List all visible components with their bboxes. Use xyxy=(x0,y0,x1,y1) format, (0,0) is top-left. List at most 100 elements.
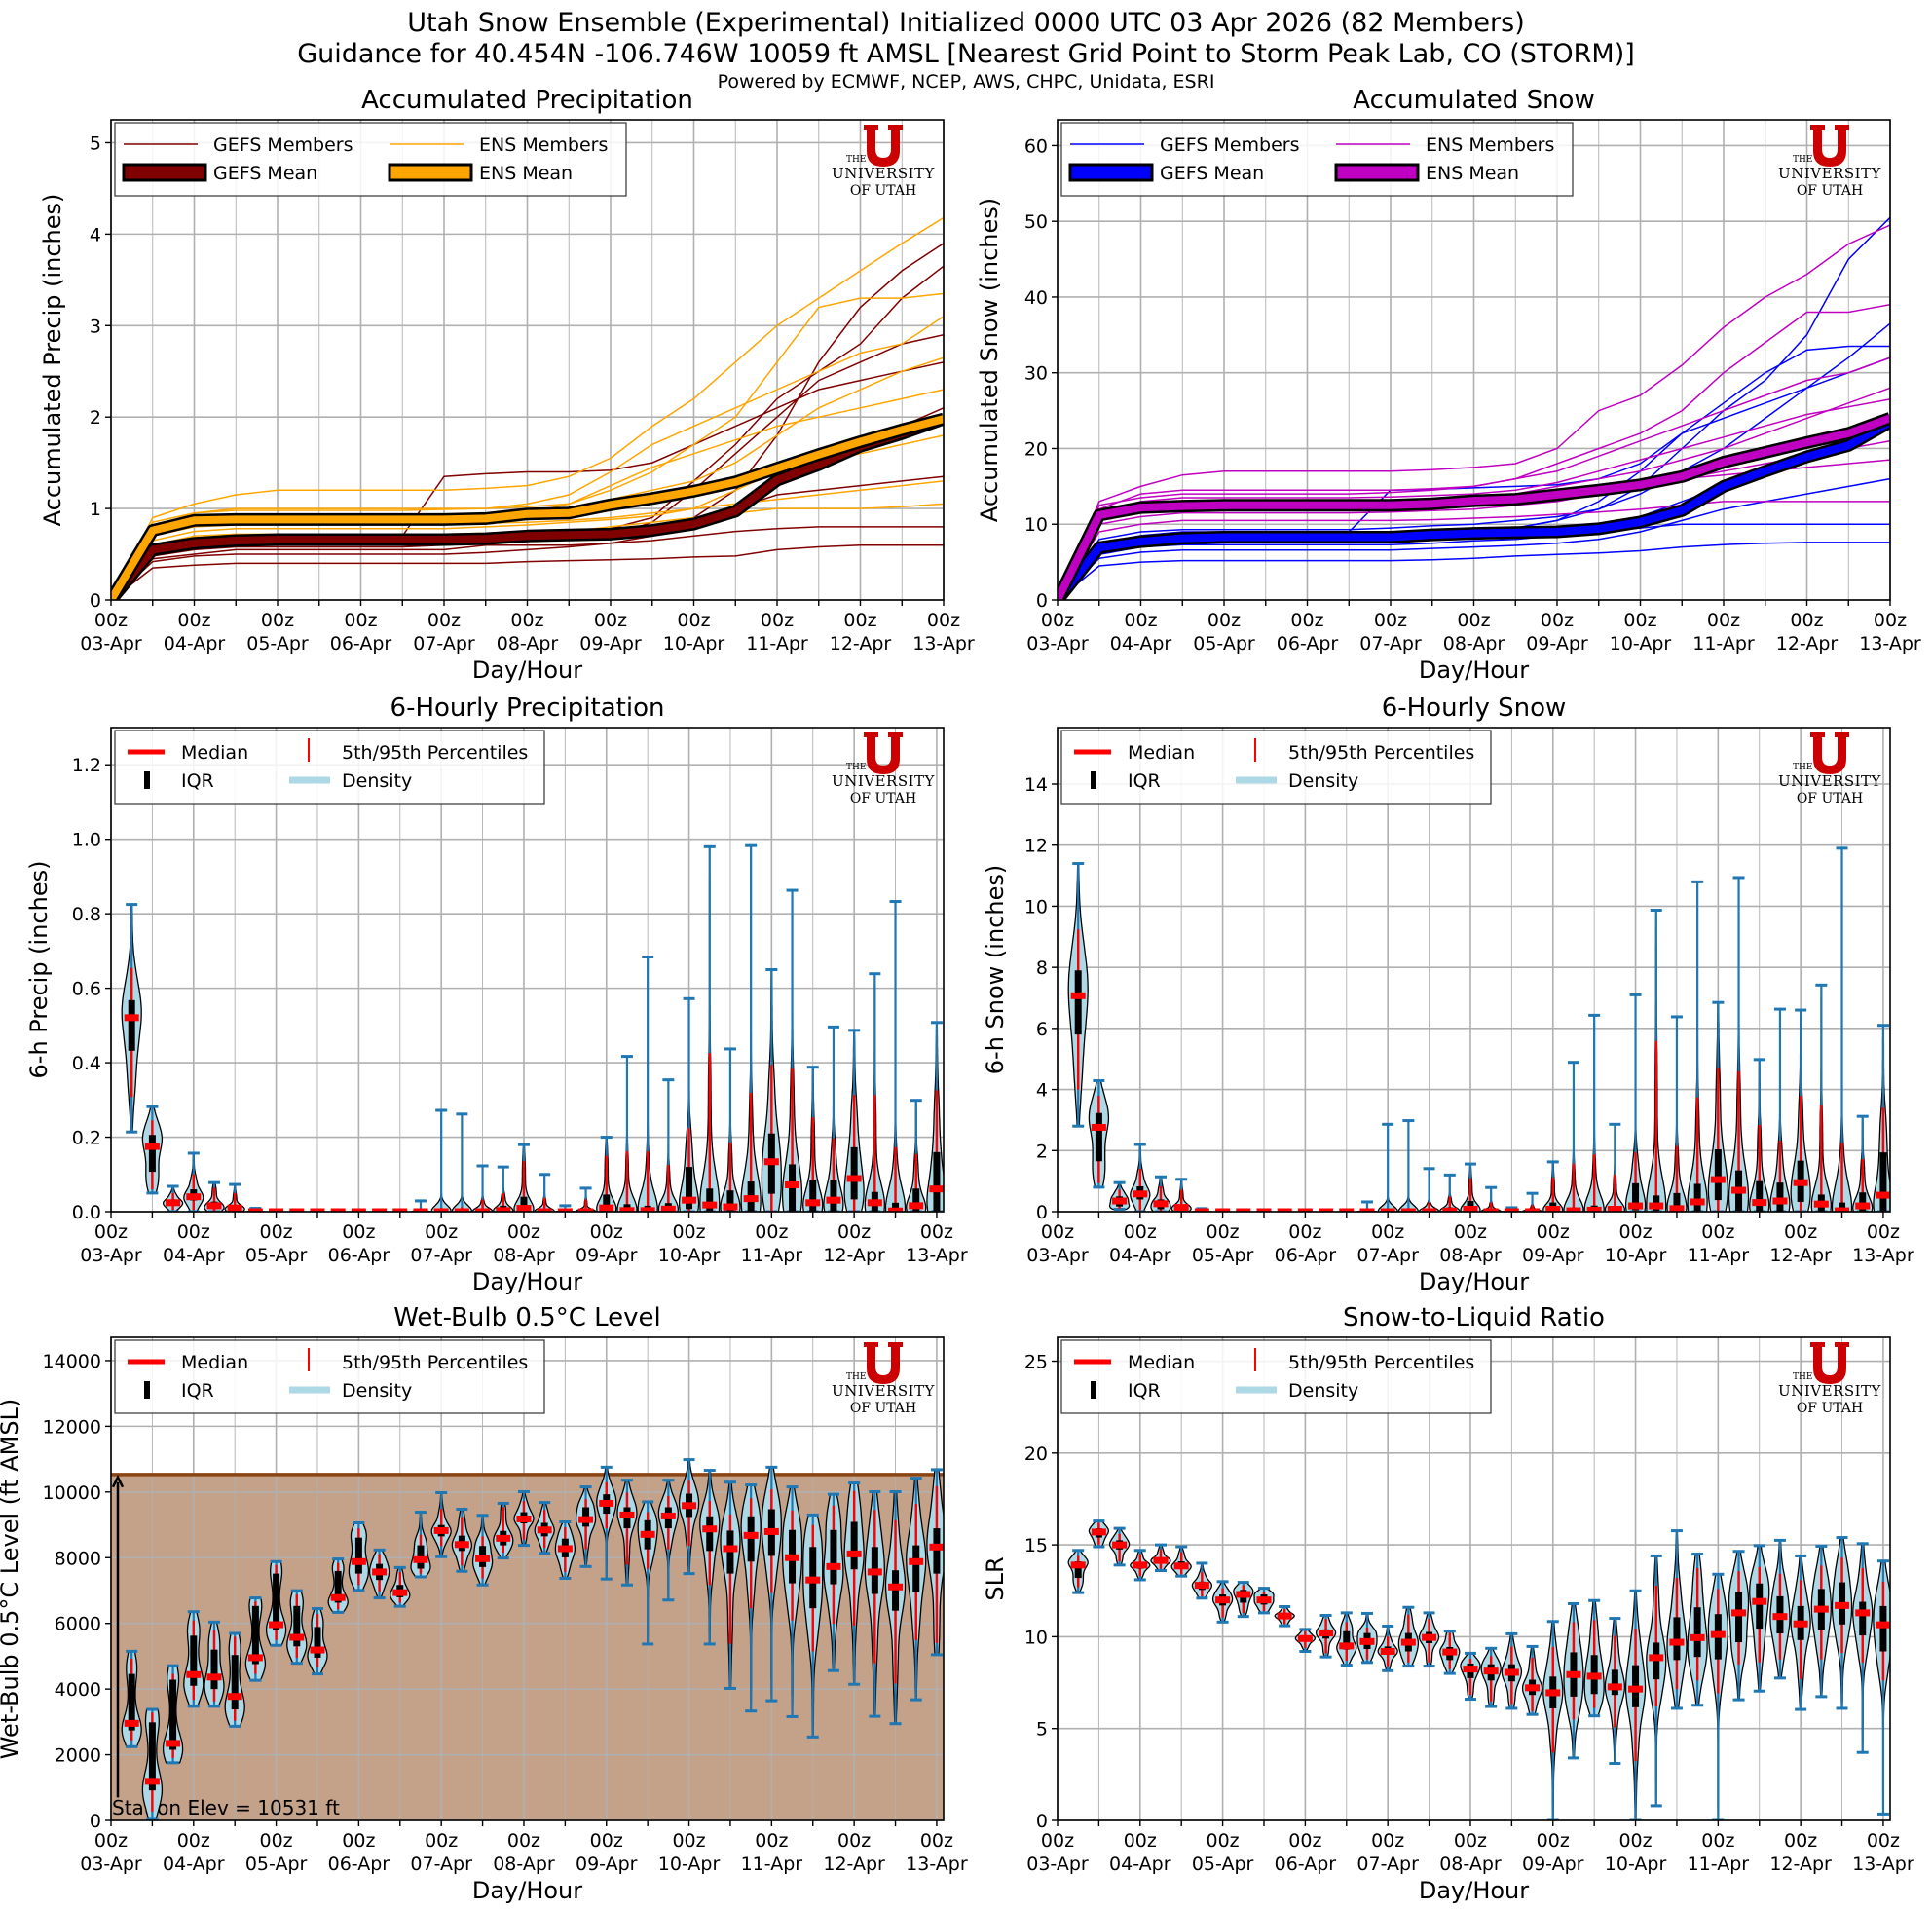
violin-iqr xyxy=(892,1570,900,1611)
violin xyxy=(1707,1000,1728,1212)
violin xyxy=(1563,1601,1584,1760)
violin-iqr xyxy=(726,1530,734,1574)
x-tick-label-date: 11-Apr xyxy=(746,633,808,655)
x-tick-label-hour: 00z xyxy=(927,610,960,631)
violin-median xyxy=(1483,1667,1499,1675)
violin xyxy=(1480,1185,1502,1212)
violin xyxy=(348,1521,370,1592)
violin-median xyxy=(557,1208,573,1212)
x-tick-label-date: 12-Apr xyxy=(823,1854,885,1875)
violin xyxy=(1397,1119,1420,1212)
violin xyxy=(410,1511,431,1579)
mean-line-ens-mean xyxy=(111,415,944,600)
y-tick-label: 4 xyxy=(1036,1080,1048,1102)
logo-text-the: THE xyxy=(846,155,866,165)
y-tick-label: 40 xyxy=(1024,287,1048,309)
legend-box xyxy=(1060,122,1574,197)
x-tick-label-hour: 00z xyxy=(425,1830,458,1852)
violin-median xyxy=(433,1526,449,1534)
violin xyxy=(781,1485,803,1718)
violin-median xyxy=(1400,1638,1416,1646)
legend: Median 5th/95th Percentiles IQR Density xyxy=(1060,730,1492,805)
violin xyxy=(781,888,803,1212)
violin-median xyxy=(1525,1208,1541,1212)
x-axis-label: Day/Hour xyxy=(472,656,582,684)
violin xyxy=(269,1208,284,1212)
violin-median xyxy=(1525,1684,1541,1692)
violin xyxy=(1646,1554,1667,1808)
member-line xyxy=(111,216,944,600)
x-tick-label-hour: 00z xyxy=(1288,1830,1321,1852)
violin-median xyxy=(1070,992,1086,999)
violin xyxy=(1563,1061,1584,1212)
violin xyxy=(823,1492,844,1672)
violin xyxy=(368,1548,390,1600)
violin-median xyxy=(660,1205,676,1212)
violin xyxy=(1749,1058,1770,1212)
mean-line-gefs-mean xyxy=(1058,418,1890,600)
violin-median xyxy=(1442,1648,1458,1656)
violin xyxy=(493,1501,514,1560)
violin-median xyxy=(619,1511,635,1518)
plot-area xyxy=(111,216,944,600)
member-line xyxy=(1058,523,1890,600)
x-tick-label-hour: 00z xyxy=(1618,1830,1652,1852)
violin xyxy=(162,1664,184,1765)
violin-median xyxy=(496,1207,511,1212)
violin-median xyxy=(1380,1208,1395,1212)
x-tick-label-hour: 00z xyxy=(672,1221,705,1243)
x-tick-label-date: 03-Apr xyxy=(80,633,142,655)
logo-text-the: THE xyxy=(846,763,866,772)
violin xyxy=(1170,1545,1192,1578)
x-tick-label-date: 11-Apr xyxy=(741,1854,803,1875)
violin xyxy=(141,1105,164,1195)
violin-median xyxy=(516,1515,532,1522)
violin-iqr xyxy=(1879,1605,1887,1652)
violin-median xyxy=(1752,1199,1767,1207)
violin-median xyxy=(867,1568,882,1576)
violin xyxy=(1583,1598,1605,1718)
violin-median xyxy=(1380,1647,1395,1655)
x-tick-label-date: 13-Apr xyxy=(906,1245,968,1266)
y-tick-label: 5 xyxy=(1036,1719,1048,1741)
violin-iqr xyxy=(809,1180,817,1212)
x-tick-label-hour: 00z xyxy=(177,1830,210,1852)
violin-median xyxy=(1112,1197,1128,1205)
violin xyxy=(1418,1167,1440,1212)
y-tick-label: 6 xyxy=(1036,1019,1048,1040)
violin-median xyxy=(1359,1208,1375,1212)
violin-iqr xyxy=(293,1605,301,1647)
violin-median xyxy=(144,1143,160,1150)
violin xyxy=(310,1208,325,1212)
violin xyxy=(265,1559,287,1647)
violin xyxy=(1377,1624,1398,1672)
violin xyxy=(471,1164,494,1212)
x-tick-label-date: 13-Apr xyxy=(1852,1854,1914,1875)
violin-median xyxy=(1504,1668,1519,1676)
violin xyxy=(392,1208,408,1212)
arrow-head-icon xyxy=(111,1474,125,1488)
violin-iqr xyxy=(148,1135,156,1173)
violin xyxy=(926,1468,944,1657)
violin xyxy=(657,1078,680,1212)
y-axis-label: SLR xyxy=(982,1556,1009,1600)
legend-entry-median: Median xyxy=(1074,742,1195,764)
y-tick-label: 0.6 xyxy=(72,979,101,1000)
violin-iqr xyxy=(520,1196,528,1212)
violin xyxy=(1728,1550,1750,1702)
violin xyxy=(1542,1620,1564,1820)
violin-median xyxy=(1793,1179,1808,1186)
violin-iqr xyxy=(706,1516,714,1552)
violin-median xyxy=(682,1502,697,1510)
violin xyxy=(1439,1173,1461,1212)
x-tick-label-date: 07-Apr xyxy=(1359,633,1422,655)
x-tick-label-hour: 00z xyxy=(94,1221,128,1243)
violin xyxy=(1624,1589,1647,1820)
legend-entry-density: Density xyxy=(289,770,412,792)
violin-median xyxy=(1194,1582,1209,1590)
violin-median xyxy=(1463,1205,1478,1212)
x-tick-label-hour: 00z xyxy=(342,1830,375,1852)
violin xyxy=(121,1649,142,1748)
